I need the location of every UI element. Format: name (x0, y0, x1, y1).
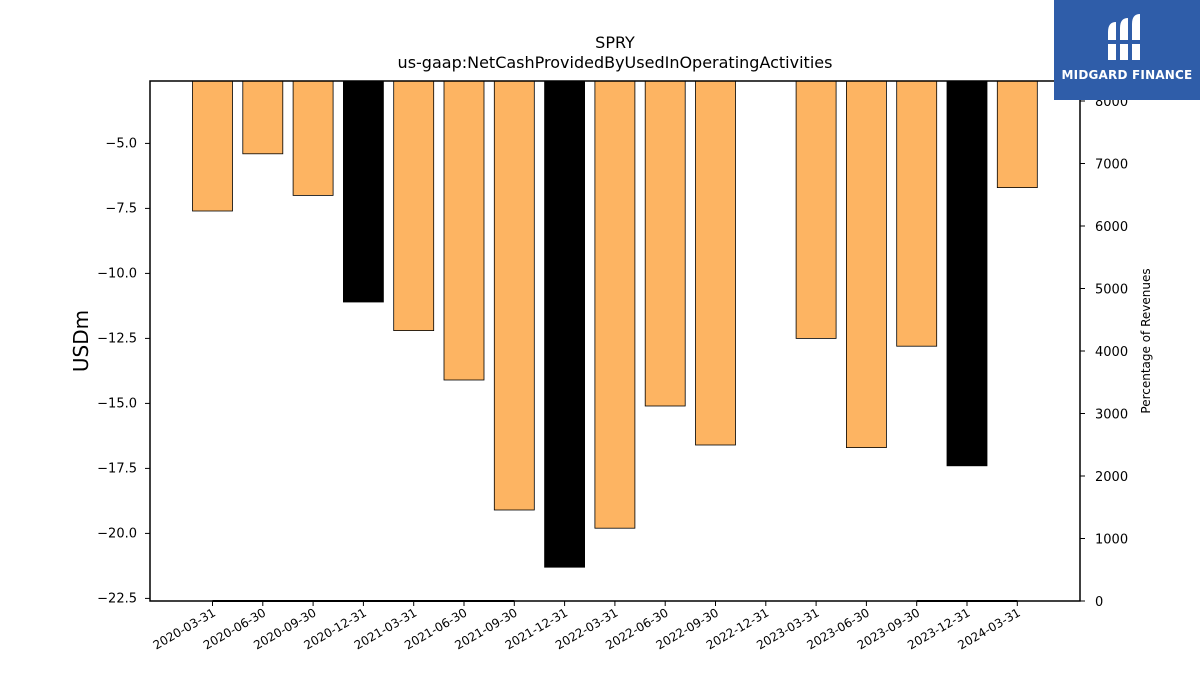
bar (393, 80, 435, 332)
y-tick-label: −22.5 (97, 591, 137, 606)
bar (795, 80, 837, 339)
bar (544, 80, 585, 568)
y2-tick-label: 5000 (1095, 283, 1128, 298)
bar (996, 80, 1038, 188)
y-axis-label: USDm (69, 310, 93, 372)
y2-tick-label: 0 (1095, 595, 1103, 610)
y-tick-label: −15.0 (97, 396, 137, 411)
bar (242, 80, 284, 155)
bar (946, 80, 988, 467)
y2-tick-label: 4000 (1095, 345, 1128, 360)
bar (292, 80, 334, 196)
y2-tick-label: 1000 (1095, 533, 1128, 548)
y-axis: −5.0 −7.5 −10.0 −12.5 −15.0 −17.5 −20.0 −22.5 (97, 136, 150, 606)
bar (594, 80, 636, 529)
y-tick-label: −12.5 (97, 331, 137, 346)
bar (192, 80, 233, 212)
bars (192, 80, 1038, 568)
bar (342, 80, 384, 303)
brand-logo: MIDGARD FINANCE (1054, 0, 1200, 100)
chart-subtitle: us-gaap:NetCashProvidedByUsedInOperating… (398, 53, 833, 72)
bar (443, 80, 485, 381)
logo-text: MIDGARD FINANCE (1061, 68, 1193, 82)
chart-title: SPRY (595, 33, 635, 52)
bar (644, 80, 686, 407)
y2-axis-label: Percentage of Revenues (1139, 268, 1153, 413)
y-tick-label: −7.5 (105, 201, 137, 216)
y-tick-label: −5.0 (105, 136, 137, 151)
bar (695, 80, 736, 446)
logo-mark-icon (1106, 14, 1146, 60)
y-tick-label: −10.0 (97, 266, 137, 281)
y2-tick-label: 7000 (1095, 158, 1128, 173)
y2-tick-label: 6000 (1095, 220, 1128, 235)
bar (493, 80, 535, 511)
y2-tick-label: 3000 (1095, 408, 1128, 423)
y-tick-label: −17.5 (97, 461, 137, 476)
bar (846, 80, 887, 449)
y-tick-label: −20.0 (97, 526, 137, 541)
x-axis: 2020-03-312020-06-302020-09-302020-12-31… (151, 601, 1023, 652)
bar (896, 80, 938, 347)
y2-tick-label: 2000 (1095, 470, 1128, 485)
